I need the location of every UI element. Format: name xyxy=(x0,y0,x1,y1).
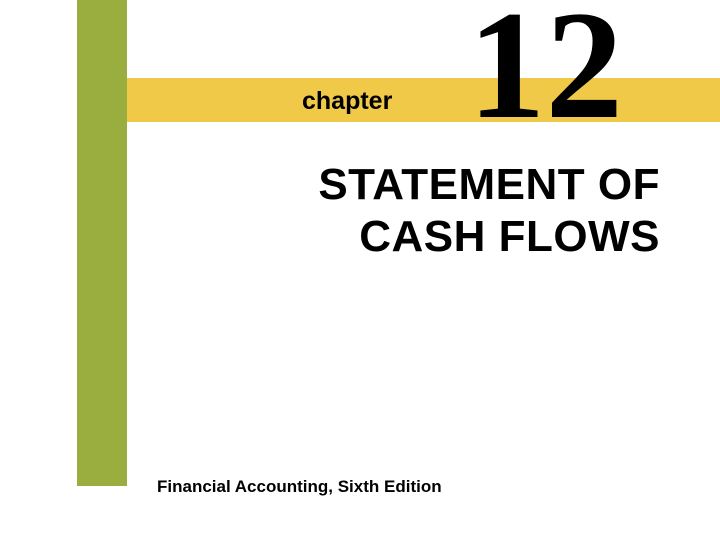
title-line-1: STATEMENT OF xyxy=(318,160,660,210)
chapter-label: chapter xyxy=(302,87,392,116)
horizontal-yellow-bar xyxy=(127,78,720,122)
vertical-green-bar xyxy=(77,0,127,486)
title-line-2: CASH FLOWS xyxy=(359,212,660,262)
chapter-number: 12 xyxy=(468,0,623,132)
footer-edition: Financial Accounting, Sixth Edition xyxy=(157,477,442,497)
